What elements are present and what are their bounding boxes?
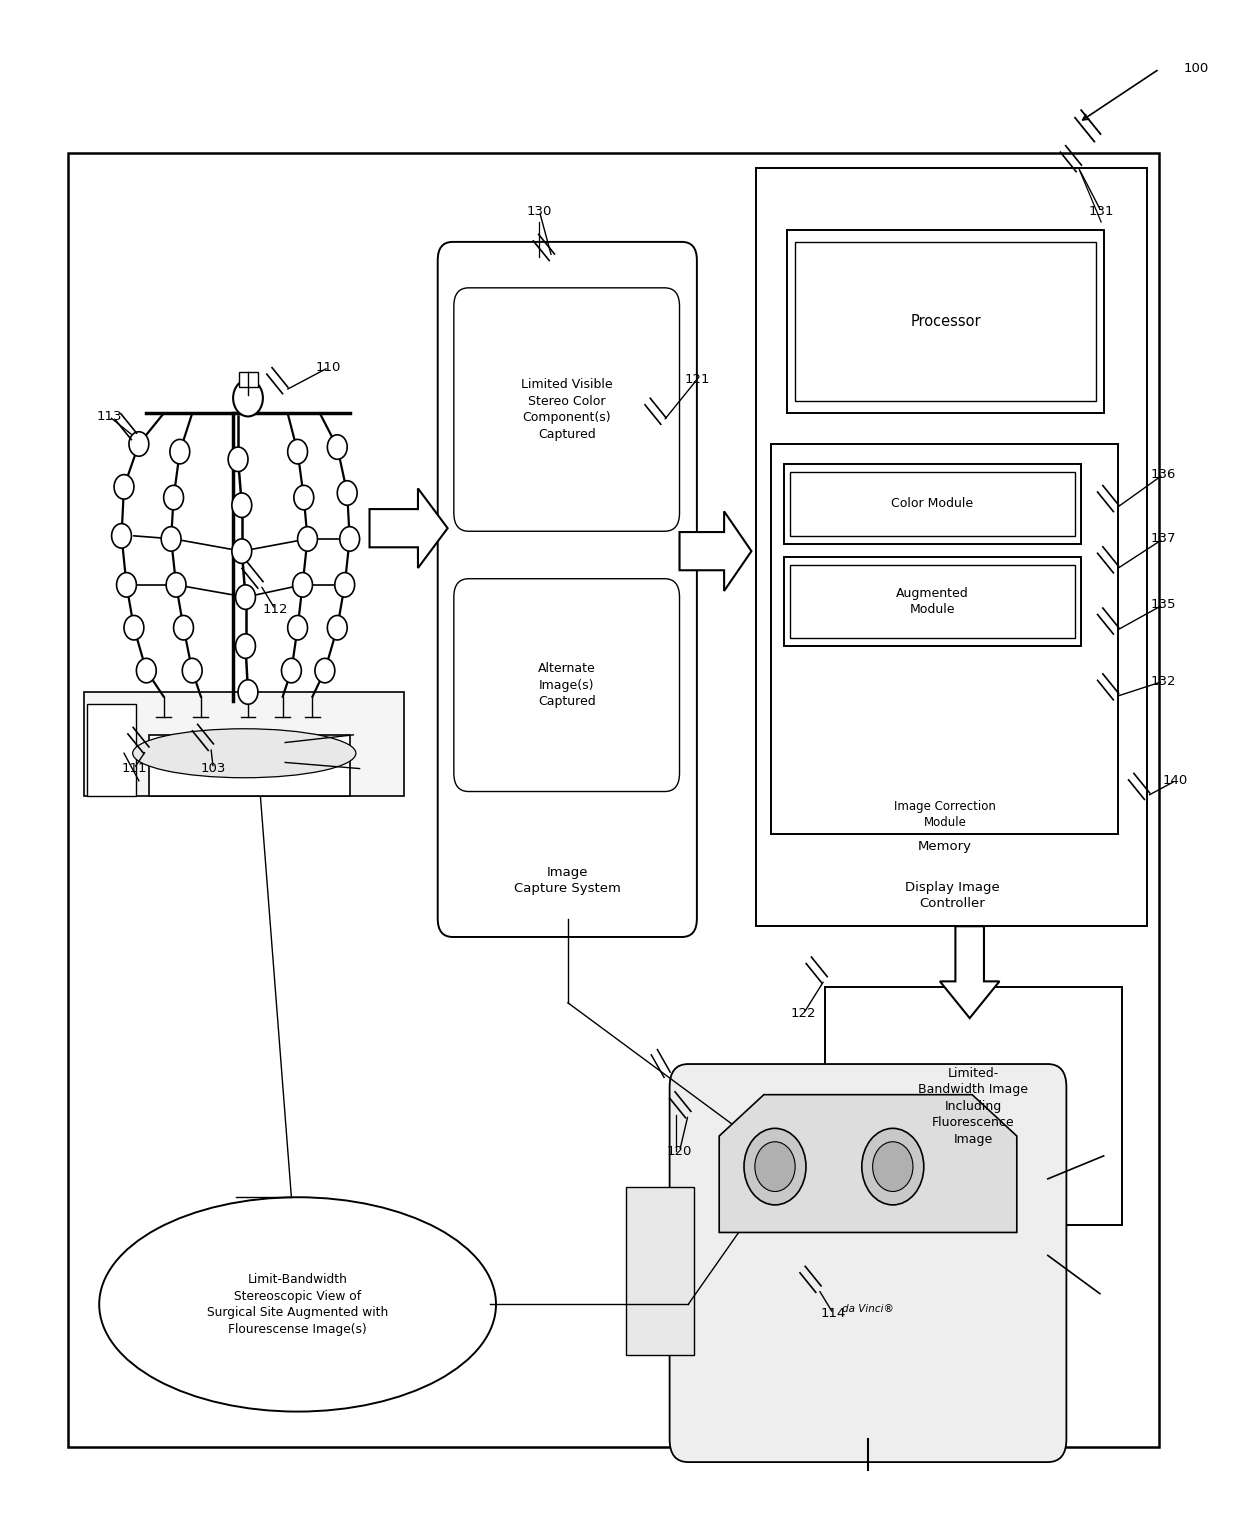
Text: Memory: Memory — [918, 841, 972, 853]
Text: 103: 103 — [201, 762, 226, 775]
Text: 112: 112 — [263, 603, 288, 615]
Bar — [784, 557, 1081, 646]
FancyBboxPatch shape — [454, 579, 680, 792]
Bar — [771, 444, 1118, 834]
Circle shape — [862, 1128, 924, 1205]
Text: 130: 130 — [527, 205, 552, 217]
Text: 131: 131 — [1089, 205, 1114, 217]
Circle shape — [117, 573, 136, 597]
Text: 114: 114 — [821, 1307, 846, 1320]
Bar — [784, 464, 1081, 544]
Text: Limited Visible
Stereo Color
Component(s)
Captured: Limited Visible Stereo Color Component(s… — [521, 378, 613, 441]
Text: da Vinci®: da Vinci® — [842, 1304, 894, 1314]
Bar — [87, 704, 136, 796]
Circle shape — [233, 380, 263, 416]
Circle shape — [281, 658, 301, 683]
Bar — [68, 153, 1159, 1447]
Circle shape — [293, 573, 312, 597]
Circle shape — [174, 615, 193, 640]
Circle shape — [337, 481, 357, 505]
Circle shape — [340, 527, 360, 551]
Polygon shape — [680, 511, 751, 591]
Bar — [149, 735, 350, 796]
Circle shape — [288, 439, 308, 464]
Text: Augmented
Module: Augmented Module — [897, 586, 968, 617]
Circle shape — [744, 1128, 806, 1205]
Ellipse shape — [99, 1197, 496, 1412]
Text: Alternate
Image(s)
Captured: Alternate Image(s) Captured — [538, 661, 595, 709]
Bar — [626, 1187, 694, 1355]
Text: 120: 120 — [667, 1145, 692, 1157]
Text: Limit-Bandwidth
Stereoscopic View of
Surgical Site Augmented with
Flourescense I: Limit-Bandwidth Stereoscopic View of Sur… — [207, 1274, 388, 1335]
Bar — [84, 692, 404, 796]
Bar — [795, 242, 1096, 401]
Circle shape — [136, 658, 156, 683]
Circle shape — [327, 435, 347, 459]
Circle shape — [232, 493, 252, 517]
Text: 121: 121 — [684, 374, 709, 386]
Text: 135: 135 — [1151, 599, 1176, 611]
Polygon shape — [940, 926, 999, 1018]
Text: Image
Capture System: Image Capture System — [515, 865, 621, 896]
Bar — [825, 987, 1122, 1225]
Circle shape — [327, 615, 347, 640]
Ellipse shape — [133, 729, 356, 778]
Text: Limited-
Bandwidth Image
Including
Fluorescence
Image: Limited- Bandwidth Image Including Fluor… — [919, 1067, 1028, 1145]
Circle shape — [182, 658, 202, 683]
Circle shape — [335, 573, 355, 597]
Text: Image Correction
Module: Image Correction Module — [894, 799, 996, 830]
Circle shape — [288, 615, 308, 640]
Circle shape — [114, 475, 134, 499]
Text: Display Image
Controller: Display Image Controller — [905, 880, 999, 911]
Circle shape — [166, 573, 186, 597]
Circle shape — [238, 680, 258, 704]
Circle shape — [112, 524, 131, 548]
Circle shape — [298, 527, 317, 551]
Polygon shape — [719, 1095, 1017, 1232]
FancyBboxPatch shape — [438, 242, 697, 937]
Circle shape — [755, 1142, 795, 1191]
Text: Color Module: Color Module — [892, 498, 973, 510]
Text: 122: 122 — [791, 1007, 816, 1020]
Text: 136: 136 — [1151, 468, 1176, 481]
Text: 137: 137 — [1151, 533, 1176, 545]
Circle shape — [236, 634, 255, 658]
Bar — [756, 168, 1147, 926]
Text: 113: 113 — [97, 410, 122, 423]
Circle shape — [315, 658, 335, 683]
Circle shape — [228, 447, 248, 472]
FancyBboxPatch shape — [670, 1064, 1066, 1462]
Text: 132: 132 — [1151, 675, 1176, 687]
FancyBboxPatch shape — [454, 288, 680, 531]
Circle shape — [294, 485, 314, 510]
Text: 140: 140 — [1163, 775, 1188, 787]
Circle shape — [129, 432, 149, 456]
Circle shape — [236, 585, 255, 609]
Circle shape — [170, 439, 190, 464]
Circle shape — [232, 539, 252, 563]
Text: Processor: Processor — [910, 314, 981, 329]
Polygon shape — [370, 488, 448, 568]
Circle shape — [164, 485, 184, 510]
Bar — [787, 230, 1104, 413]
Text: 111: 111 — [122, 762, 146, 775]
Circle shape — [161, 527, 181, 551]
Circle shape — [124, 615, 144, 640]
Circle shape — [873, 1142, 913, 1191]
Text: 100: 100 — [1184, 63, 1209, 75]
Bar — [790, 565, 1075, 638]
Text: 110: 110 — [316, 361, 341, 374]
Bar — [239, 372, 258, 387]
Bar — [790, 472, 1075, 536]
